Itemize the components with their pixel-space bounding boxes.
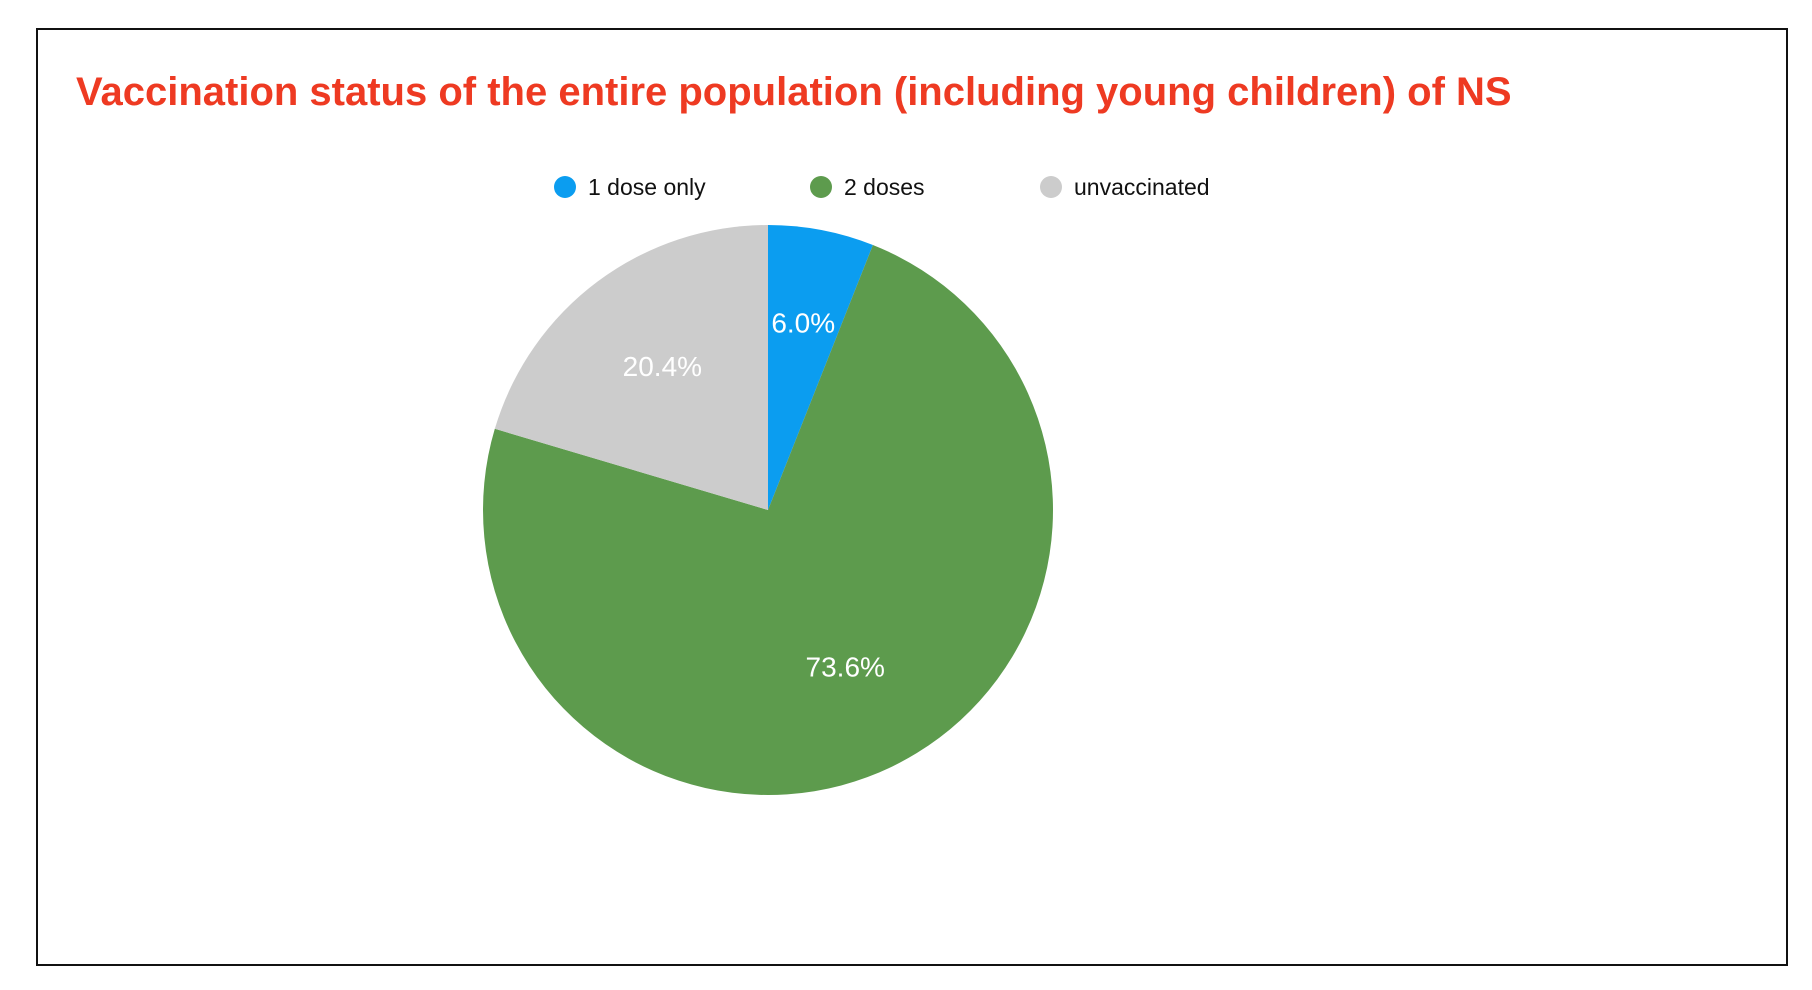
pie-slice-unvaccinated	[494, 225, 768, 510]
slice-label-2-doses: 73.6%	[806, 651, 885, 682]
legend-label-1-dose-only: 1 dose only	[588, 173, 706, 200]
pie-slice-1-dose-only	[768, 225, 873, 510]
pie-slices	[483, 225, 1053, 796]
legend-item-unvaccinated: unvaccinated	[1040, 172, 1210, 202]
pie-slice-2-doses	[483, 245, 1053, 796]
pie-chart: 6.0% 73.6% 20.4%	[483, 225, 1053, 796]
legend: 1 dose only 2 doses unvaccinated	[38, 172, 1786, 202]
slice-label-1-dose-only: 6.0%	[771, 308, 835, 339]
chart-title: Vaccination status of the entire populat…	[76, 70, 1512, 114]
legend-swatch-1-dose-only	[554, 176, 576, 198]
legend-swatch-2-doses	[810, 176, 832, 198]
legend-label-unvaccinated: unvaccinated	[1074, 173, 1210, 200]
legend-item-2-doses: 2 doses	[810, 172, 925, 202]
chart-frame: Vaccination status of the entire populat…	[36, 28, 1788, 966]
legend-item-1-dose-only: 1 dose only	[554, 172, 706, 202]
pie-labels: 6.0% 73.6% 20.4%	[623, 308, 885, 683]
legend-label-2-doses: 2 doses	[844, 173, 925, 200]
legend-swatch-unvaccinated	[1040, 176, 1062, 198]
slice-label-unvaccinated: 20.4%	[623, 351, 702, 382]
